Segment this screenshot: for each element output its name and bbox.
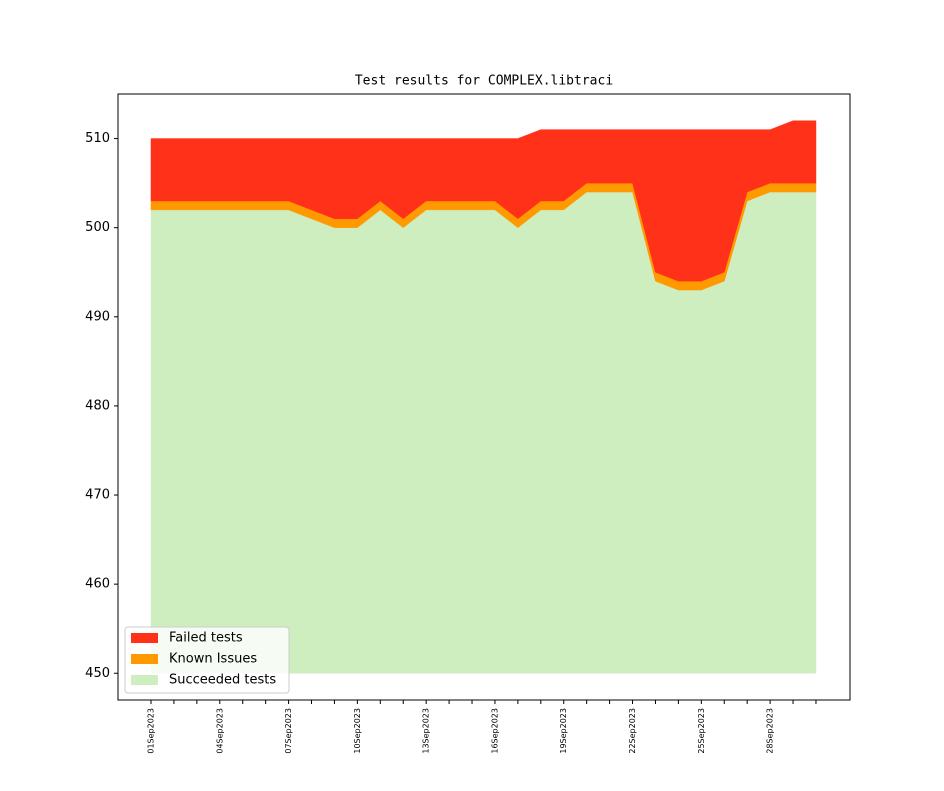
y-tick-label: 480 <box>85 398 110 413</box>
x-tick-label: 19Sep2023 <box>559 708 568 754</box>
legend-label: Succeeded tests <box>169 673 276 688</box>
y-tick-label: 510 <box>85 131 110 146</box>
legend-swatch <box>131 654 158 664</box>
x-tick-label: 04Sep2023 <box>215 708 224 754</box>
legend-swatch <box>131 675 158 685</box>
x-tick-label: 25Sep2023 <box>697 708 706 754</box>
legend-swatch <box>131 633 158 643</box>
y-tick-label: 490 <box>85 309 110 324</box>
legend-label: Known Issues <box>169 652 257 667</box>
legend: Failed tests Known Issues Succeeded tests <box>124 626 290 694</box>
x-tick-label: 01Sep2023 <box>147 708 156 754</box>
y-tick-label: 450 <box>85 666 110 681</box>
x-tick-label: 28Sep2023 <box>766 708 775 754</box>
plot-frame <box>117 93 851 701</box>
y-tick-label: 460 <box>85 577 110 592</box>
y-tick-label: 470 <box>85 488 110 503</box>
x-tick-label: 07Sep2023 <box>284 708 293 754</box>
legend-label: Failed tests <box>169 631 243 646</box>
x-tick-label: 13Sep2023 <box>422 708 431 754</box>
legend-frame <box>124 626 290 694</box>
x-tick-label: 10Sep2023 <box>353 708 362 754</box>
y-tick-label: 500 <box>85 220 110 235</box>
chart-title: Test results for COMPLEX.libtraci <box>355 74 613 89</box>
x-tick-label: 16Sep2023 <box>490 708 499 754</box>
x-tick-label: 22Sep2023 <box>628 708 637 754</box>
area <box>150 120 817 282</box>
